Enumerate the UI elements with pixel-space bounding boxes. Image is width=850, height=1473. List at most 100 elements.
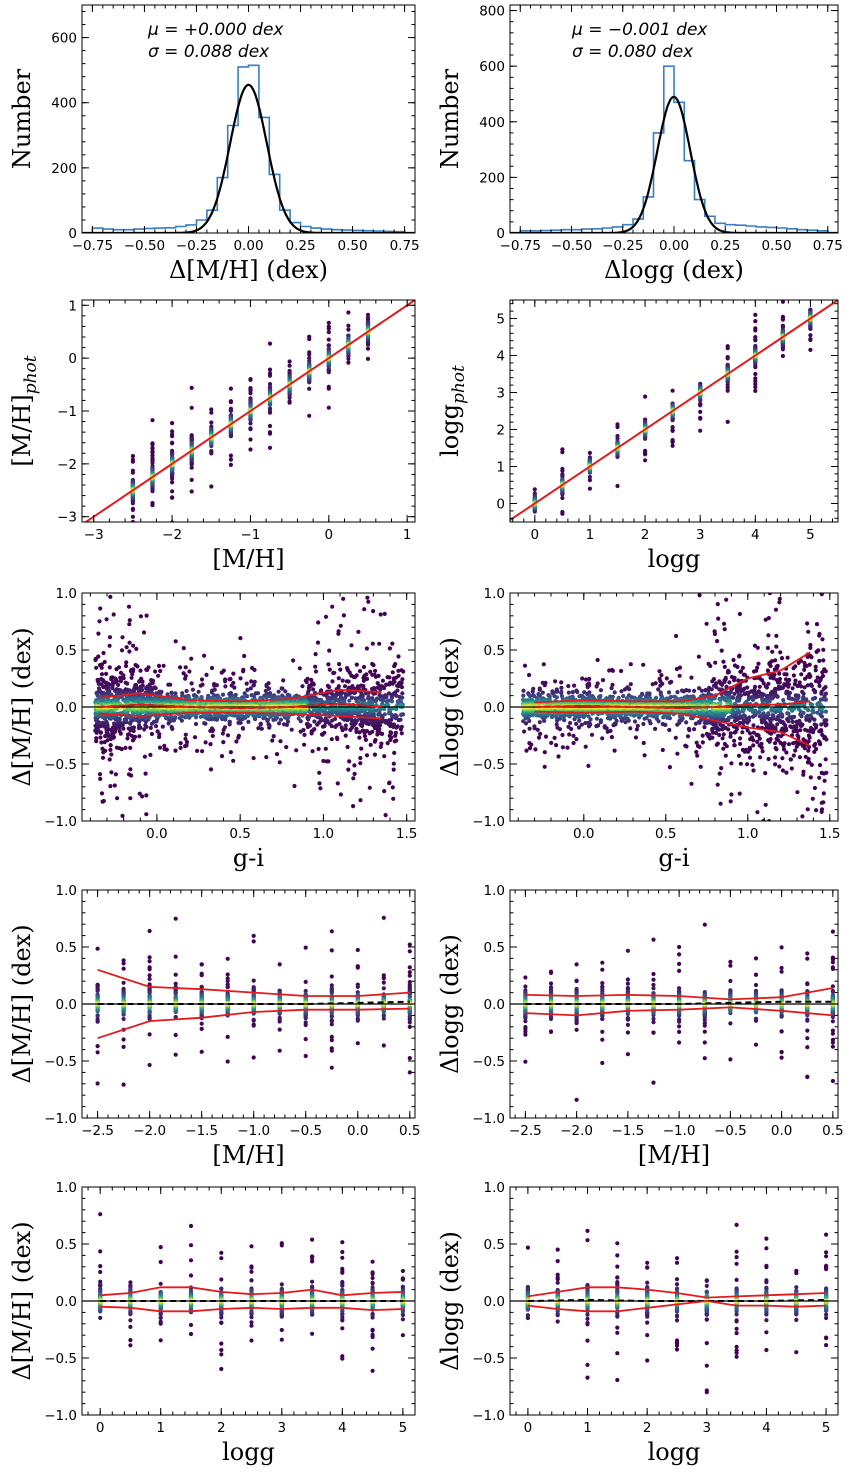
data-point <box>334 735 340 740</box>
data-point <box>178 745 183 751</box>
data-point <box>358 761 363 766</box>
data-point <box>820 637 825 642</box>
data-point <box>722 627 727 632</box>
data-point <box>372 752 377 757</box>
data-point <box>183 736 188 741</box>
y-tick-label: −0.5 <box>44 757 77 773</box>
data-point <box>173 715 178 720</box>
data-point <box>289 727 294 732</box>
data-point <box>716 616 721 621</box>
x-tick-label: 5 <box>806 527 815 543</box>
data-point <box>161 663 166 668</box>
data-point <box>105 738 110 743</box>
data-point <box>223 679 228 684</box>
data-point <box>338 792 343 797</box>
plot-area <box>84 300 415 522</box>
data-point <box>816 516 820 520</box>
data-point <box>780 768 786 773</box>
data-point <box>264 695 269 700</box>
y-tick-label: 2 <box>496 423 505 439</box>
data-point <box>97 772 103 777</box>
data-point <box>120 813 125 819</box>
data-point <box>803 754 808 759</box>
data-point <box>393 713 398 718</box>
data-point <box>170 434 175 439</box>
data-point <box>202 653 207 658</box>
data-point <box>156 663 162 669</box>
data-point <box>129 675 134 680</box>
data-point <box>292 783 297 789</box>
data-point <box>277 760 282 765</box>
data-point <box>321 758 326 764</box>
data-point <box>383 813 388 818</box>
data-point <box>808 645 813 651</box>
data-point <box>102 659 107 665</box>
data-point <box>140 679 145 684</box>
data-point <box>817 775 822 780</box>
data-point <box>307 352 312 357</box>
data-point <box>336 631 341 636</box>
data-point <box>107 757 112 762</box>
data-point <box>824 770 829 775</box>
data-point <box>228 386 233 391</box>
data-point <box>107 823 111 827</box>
data-point <box>333 716 338 722</box>
data-point <box>189 681 194 686</box>
data-point <box>130 454 135 459</box>
data-point <box>400 695 405 700</box>
data-point <box>376 707 381 713</box>
y-tick-label: −1.0 <box>44 814 77 830</box>
data-point <box>698 428 703 433</box>
y-axis-subscript: phot <box>21 355 41 394</box>
data-point <box>781 579 785 583</box>
data-point <box>220 731 225 736</box>
data-point <box>183 676 188 681</box>
x-tick-label: 4 <box>751 527 760 543</box>
y-tick-label: 200 <box>51 161 77 177</box>
data-point <box>120 837 124 841</box>
data-point <box>377 711 382 716</box>
data-point <box>560 450 565 455</box>
data-point <box>326 337 331 342</box>
data-point <box>252 679 257 684</box>
data-point <box>343 733 348 738</box>
data-point <box>753 388 758 393</box>
data-point <box>105 945 109 949</box>
data-point <box>391 761 396 766</box>
data-point <box>753 376 758 381</box>
data-point <box>718 801 723 806</box>
y-tick-label: 0 <box>496 226 505 242</box>
data-point <box>399 731 404 736</box>
data-point <box>94 665 99 670</box>
data-point <box>729 761 734 766</box>
data-point <box>346 360 351 365</box>
data-point <box>670 427 675 433</box>
data-point <box>170 429 175 434</box>
y-tick-label: 400 <box>479 115 505 131</box>
data-point <box>143 771 148 776</box>
data-point <box>780 756 785 761</box>
data-point <box>354 726 359 732</box>
data-point <box>222 725 227 730</box>
data-point <box>131 871 135 875</box>
data-point <box>763 802 768 807</box>
data-point <box>227 677 232 682</box>
data-point <box>158 668 163 674</box>
y-tick-label: 0.0 <box>56 700 77 716</box>
data-point <box>385 741 390 746</box>
data-point <box>200 749 205 754</box>
data-point <box>542 764 547 769</box>
y-axis-title: loggphot <box>436 365 469 457</box>
data-point <box>283 689 288 694</box>
data-point <box>343 726 348 731</box>
data-point <box>725 419 730 424</box>
data-point <box>341 596 346 601</box>
data-point <box>351 776 356 781</box>
data-point <box>698 409 703 414</box>
data-point <box>722 834 726 838</box>
data-point <box>387 780 392 785</box>
gaussian-fit <box>510 95 838 233</box>
data-point <box>296 716 301 721</box>
data-point <box>281 722 287 727</box>
data-point <box>371 691 376 696</box>
